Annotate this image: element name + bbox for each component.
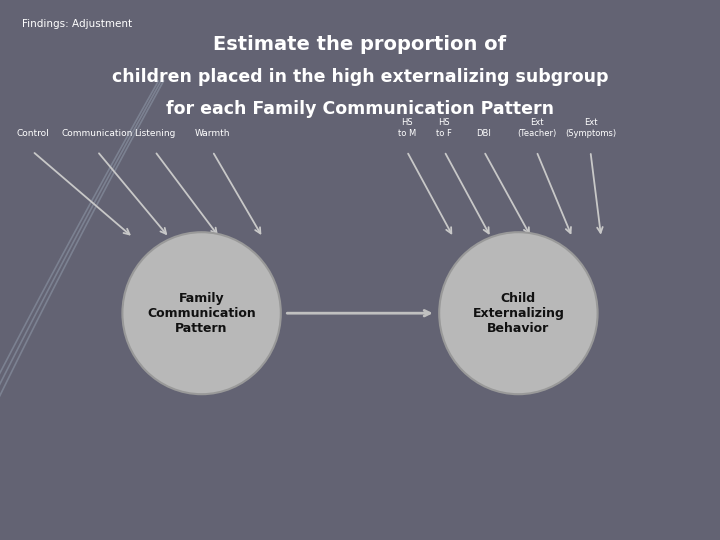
Ellipse shape [439, 232, 598, 394]
Text: DBI: DBI [477, 129, 491, 138]
Text: children placed in the high externalizing subgroup: children placed in the high externalizin… [112, 68, 608, 85]
Text: Warmth: Warmth [194, 129, 230, 138]
Text: Findings: Adjustment: Findings: Adjustment [22, 19, 132, 29]
Text: Listening: Listening [134, 129, 176, 138]
Text: Ext
(Symptoms): Ext (Symptoms) [564, 118, 616, 138]
Text: Estimate the proportion of: Estimate the proportion of [213, 35, 507, 54]
Text: Communication: Communication [61, 129, 133, 138]
Text: Control: Control [16, 129, 49, 138]
Text: for each Family Communication Pattern: for each Family Communication Pattern [166, 100, 554, 118]
Text: Ext
(Teacher): Ext (Teacher) [517, 118, 556, 138]
Ellipse shape [122, 232, 281, 394]
Text: HS
to M: HS to M [397, 118, 416, 138]
Text: Child
Externalizing
Behavior: Child Externalizing Behavior [472, 292, 564, 335]
Text: HS
to F: HS to F [436, 118, 452, 138]
Text: Family
Communication
Pattern: Family Communication Pattern [147, 292, 256, 335]
